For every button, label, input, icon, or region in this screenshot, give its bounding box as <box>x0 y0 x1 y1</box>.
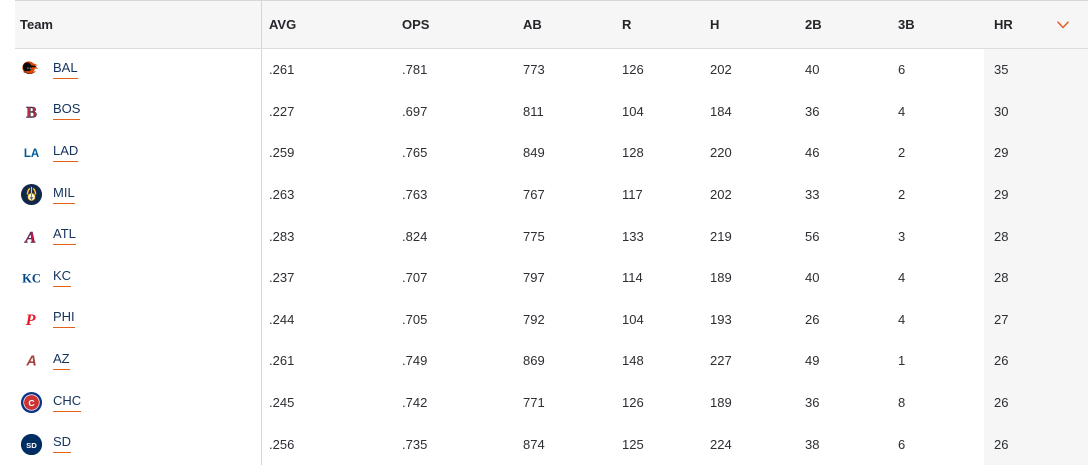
svg-text:KC: KC <box>22 272 41 286</box>
svg-text:SD: SD <box>26 440 37 449</box>
svg-text:A: A <box>25 354 36 370</box>
svg-text:LA: LA <box>24 148 39 160</box>
svg-text:C: C <box>28 398 34 408</box>
svg-text:B: B <box>26 102 37 121</box>
svg-text:A: A <box>24 227 36 246</box>
svg-text:P: P <box>25 310 37 329</box>
